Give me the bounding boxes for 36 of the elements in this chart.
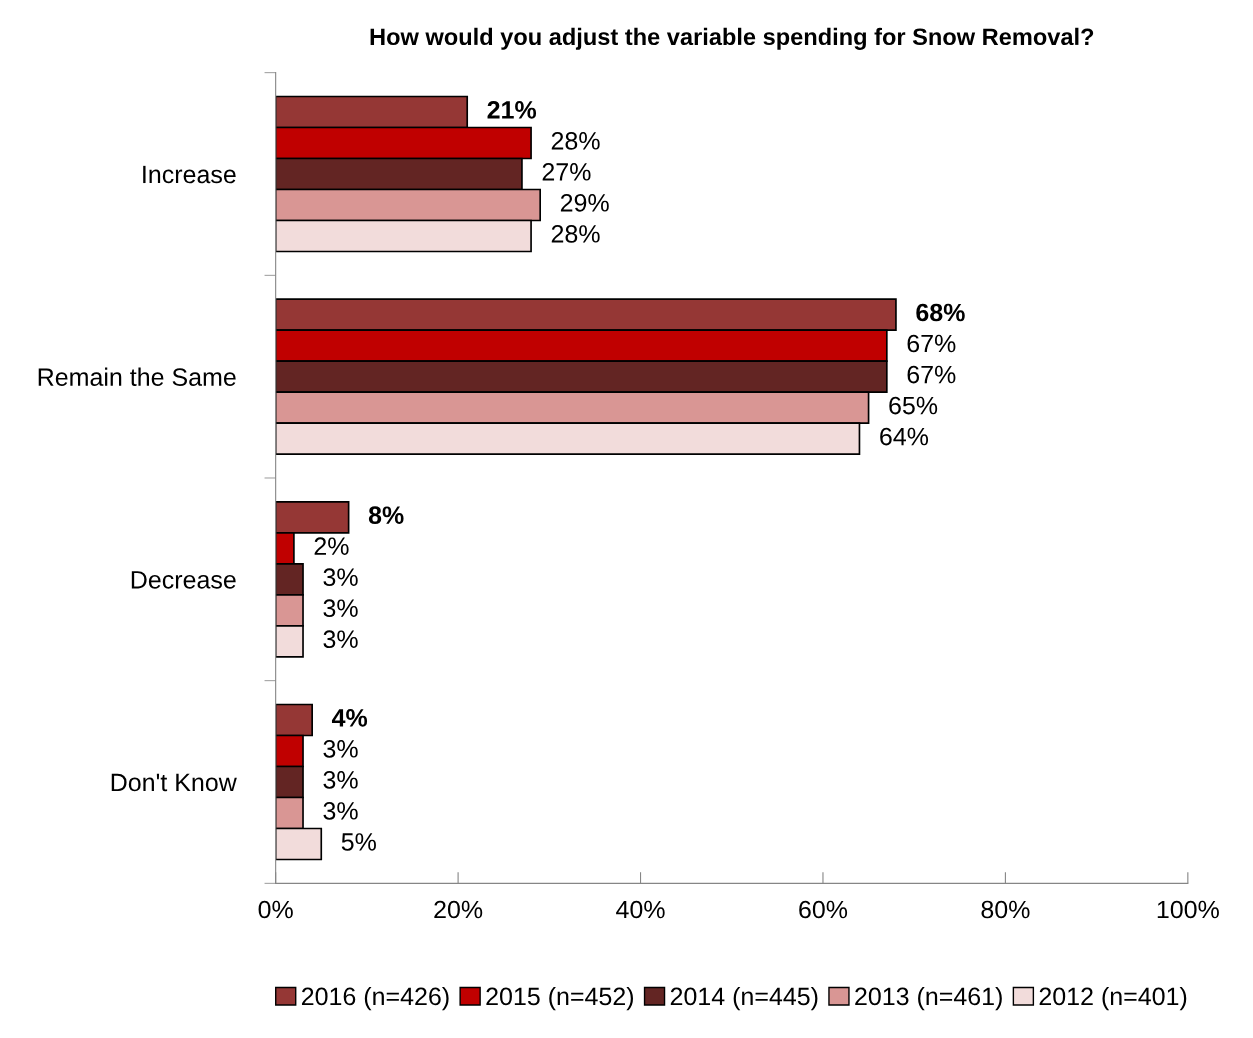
x-tick-label: 60% bbox=[799, 900, 848, 919]
data-label: 28% bbox=[551, 225, 600, 243]
data-label: 2% bbox=[314, 537, 349, 555]
data-label: 68% bbox=[916, 303, 965, 322]
x-tick-label: 0% bbox=[258, 900, 293, 919]
x-tick-label: 80% bbox=[981, 900, 1030, 919]
x-tick-label: 40% bbox=[616, 900, 665, 919]
data-label: 67% bbox=[907, 334, 956, 353]
data-label: 29% bbox=[560, 194, 609, 212]
data-label: 65% bbox=[889, 396, 938, 415]
data-label: 3% bbox=[323, 771, 358, 789]
data-label: 3% bbox=[323, 568, 358, 587]
legend-label: 2013 (n=461) bbox=[855, 986, 1002, 1011]
data-label: 67% bbox=[907, 365, 956, 384]
y-tick-label: Increase bbox=[143, 165, 236, 184]
chart-title: How would you adjust the variable spending for Snow Removal? bbox=[370, 27, 1094, 50]
data-label: 3% bbox=[323, 802, 358, 820]
data-label: 21% bbox=[487, 100, 537, 119]
data-label: 5% bbox=[341, 833, 376, 851]
data-label: 4% bbox=[331, 709, 368, 727]
legend-label: 2015 (n=452) bbox=[486, 986, 634, 1011]
y-tick-label: Remain the Same bbox=[38, 367, 236, 386]
y-tick-label: Don't Know bbox=[111, 773, 237, 792]
data-label: 3% bbox=[323, 740, 358, 758]
data-label: 28% bbox=[551, 131, 600, 150]
data-label: 64% bbox=[880, 427, 929, 446]
legend-label: 2012 (n=401) bbox=[1039, 986, 1187, 1011]
y-tick-label: Decrease bbox=[131, 571, 236, 589]
data-label: 3% bbox=[323, 630, 358, 649]
data-label: 3% bbox=[323, 599, 358, 618]
legend-label: 2016 (n=426) bbox=[301, 986, 449, 1011]
data-label: 27% bbox=[542, 163, 591, 181]
x-tick-label: 100% bbox=[1157, 900, 1219, 919]
legend-label: 2014 (n=445) bbox=[670, 986, 818, 1011]
data-label: 8% bbox=[368, 506, 404, 525]
x-tick-label: 20% bbox=[434, 900, 483, 919]
